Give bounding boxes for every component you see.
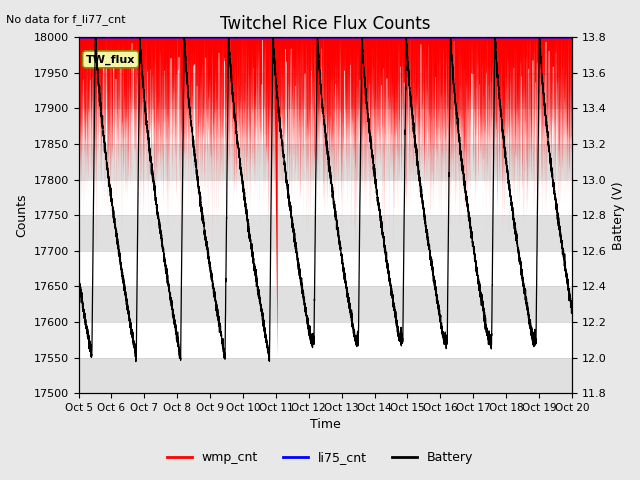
Y-axis label: Counts: Counts <box>15 193 28 237</box>
Bar <box>79 73 572 108</box>
Text: No data for f_li77_cnt: No data for f_li77_cnt <box>6 13 126 24</box>
Bar <box>79 144 572 180</box>
Title: Twitchel Rice Flux Counts: Twitchel Rice Flux Counts <box>220 15 431 33</box>
Y-axis label: Battery (V): Battery (V) <box>612 181 625 250</box>
Bar <box>79 358 572 393</box>
Bar <box>79 287 572 322</box>
Text: TW_flux: TW_flux <box>86 54 135 64</box>
Legend: wmp_cnt, li75_cnt, Battery: wmp_cnt, li75_cnt, Battery <box>162 446 478 469</box>
Bar <box>79 215 572 251</box>
X-axis label: Time: Time <box>310 419 340 432</box>
